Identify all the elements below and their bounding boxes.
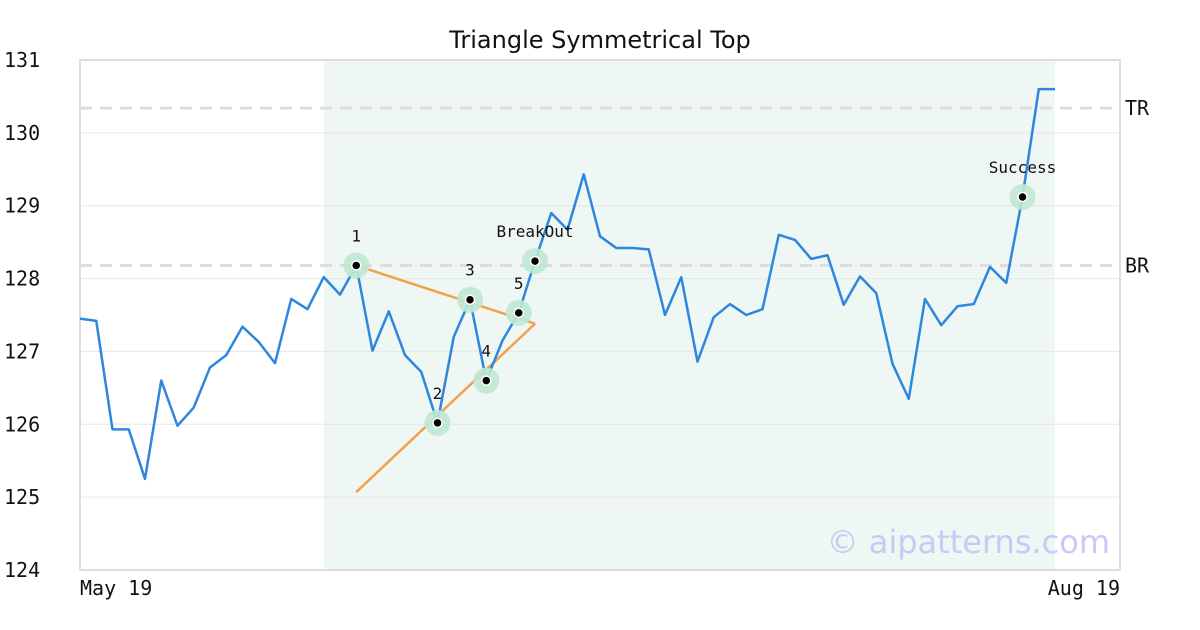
marker-point-4 (481, 375, 492, 386)
y-tick-label: 127 (4, 339, 40, 363)
marker-point-2 (432, 417, 443, 429)
marker-label-1: 1 (351, 226, 361, 245)
y-tick-label: 130 (4, 121, 40, 145)
marker-point-success (1017, 191, 1028, 203)
series-layer (79, 87, 1055, 481)
marker-point-breakout (529, 255, 541, 267)
marker-label-success: Success (989, 158, 1056, 177)
reference-lines-layer: TR BR (80, 96, 1150, 277)
annotations-layer: 1 2 3 4 5 BreakOut Success (343, 158, 1056, 436)
marker-label-breakout: BreakOut (496, 222, 573, 241)
reference-label-br: BR (1125, 253, 1150, 277)
chart-title: Triangle Symmetrical Top (448, 26, 751, 54)
marker-label-4: 4 (481, 342, 491, 361)
trendlines-layer (355, 264, 536, 493)
triangle-trendline (355, 322, 536, 493)
y-tick-label: 128 (4, 267, 40, 291)
marker-point-3 (464, 294, 476, 305)
y-tick-label: 125 (4, 485, 40, 509)
marker-label-3: 3 (465, 261, 475, 280)
plot-frame (79, 59, 1121, 571)
y-tick-label: 129 (4, 194, 40, 218)
x-tick-label: Aug 19 (1048, 576, 1120, 600)
price-line (79, 87, 1055, 481)
watermark-text: © aipatterns.com (827, 523, 1110, 561)
triangle-trendline (355, 264, 536, 325)
marker-label-2: 2 (433, 384, 443, 403)
y-tick-label: 124 (4, 558, 40, 582)
marker-point-5 (513, 307, 524, 319)
y-tick-label: 131 (4, 48, 40, 72)
x-tick-label: May 19 (80, 576, 152, 600)
grid-layer (80, 132, 1120, 498)
y-tick-label: 126 (4, 412, 40, 436)
marker-point-1 (351, 260, 362, 271)
marker-label-5: 5 (514, 274, 524, 293)
reference-label-tr: TR (1125, 96, 1150, 120)
